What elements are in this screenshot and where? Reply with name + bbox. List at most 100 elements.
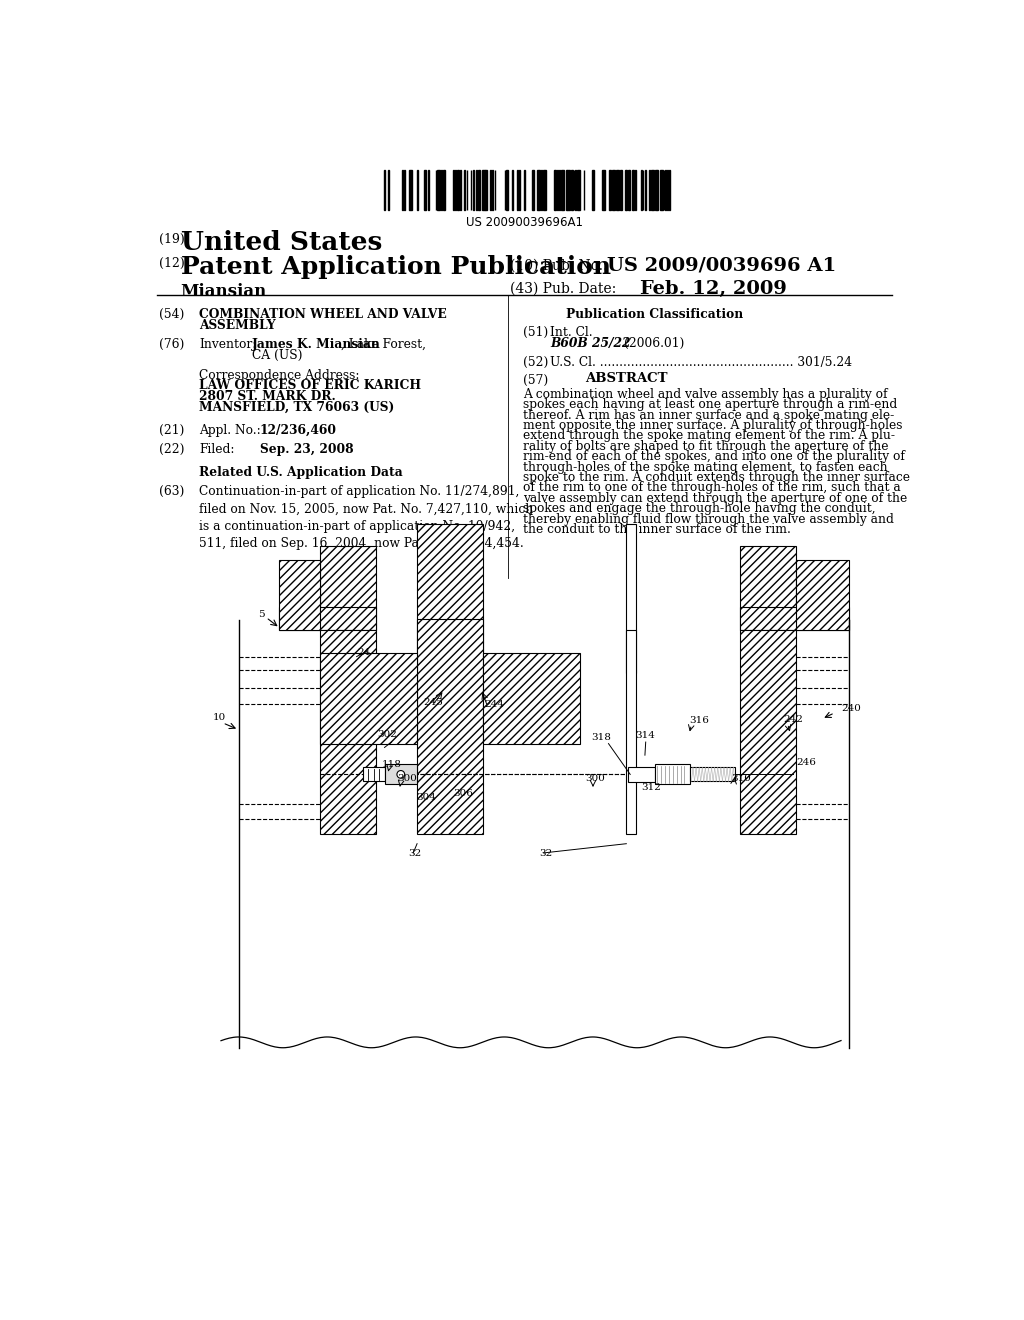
Text: B60B 25/22: B60B 25/22	[550, 337, 631, 350]
Text: (22): (22)	[159, 444, 184, 457]
Bar	[740, 546, 796, 630]
Text: (76): (76)	[159, 338, 184, 351]
Text: spokes and engage the through-hole having the conduit,: spokes and engage the through-hole havin…	[523, 502, 876, 515]
Text: thereby enabling fluid flow through the valve assembly and: thereby enabling fluid flow through the …	[523, 512, 894, 525]
Text: 24: 24	[357, 648, 371, 657]
Text: 244: 244	[484, 700, 505, 709]
Bar	[627, 524, 636, 673]
Bar	[321, 631, 376, 834]
Bar	[409, 170, 412, 210]
Text: 240: 240	[841, 705, 861, 713]
Text: (57): (57)	[523, 374, 549, 387]
Text: 314: 314	[636, 731, 655, 741]
Bar	[538, 170, 541, 210]
Bar	[651, 170, 654, 210]
Text: 312: 312	[641, 783, 660, 792]
Bar	[460, 170, 461, 210]
Bar	[655, 170, 656, 210]
Text: , Lake Forest,: , Lake Forest,	[341, 338, 426, 351]
Bar	[667, 170, 669, 210]
Bar	[655, 764, 690, 784]
Bar	[477, 170, 480, 210]
Text: 5: 5	[258, 610, 265, 619]
Text: 306: 306	[454, 789, 473, 799]
Text: COMBINATION WHEEL AND VALVE: COMBINATION WHEEL AND VALVE	[200, 308, 447, 321]
Text: 246: 246	[796, 758, 816, 767]
Text: Miansian: Miansian	[180, 284, 267, 300]
Text: rim-end of each of the spokes, and into one of the plurality of: rim-end of each of the spokes, and into …	[523, 450, 905, 463]
Text: CA (US): CA (US)	[252, 348, 302, 362]
Text: ABSTRACT: ABSTRACT	[586, 372, 668, 385]
Text: Appl. No.:: Appl. No.:	[200, 424, 261, 437]
Text: (2006.01): (2006.01)	[624, 337, 684, 350]
Text: 310: 310	[731, 774, 751, 783]
Bar	[645, 170, 646, 210]
Text: (54): (54)	[159, 308, 184, 321]
Text: LAW OFFICES OF ERIC KARICH: LAW OFFICES OF ERIC KARICH	[200, 379, 422, 392]
Text: rality of bolts are shaped to fit through the aperture of the: rality of bolts are shaped to fit throug…	[523, 440, 889, 453]
Text: of the rim to one of the through-holes of the rim, such that a: of the rim to one of the through-holes o…	[523, 482, 901, 495]
Bar	[577, 170, 580, 210]
Text: U.S. Cl. .................................................. 301/5.24: U.S. Cl. ...............................…	[550, 355, 853, 368]
Text: (51): (51)	[523, 326, 549, 339]
Text: the conduit to the inner surface of the rim.: the conduit to the inner surface of the …	[523, 523, 792, 536]
Bar	[458, 170, 459, 210]
Text: Correspondence Address:: Correspondence Address:	[200, 368, 359, 381]
Bar	[628, 767, 655, 781]
Bar	[649, 170, 650, 210]
Text: (19): (19)	[159, 234, 184, 246]
Text: 300: 300	[397, 774, 418, 783]
Bar	[544, 170, 546, 210]
Bar	[627, 631, 636, 834]
Text: 32: 32	[409, 849, 422, 858]
Bar	[428, 170, 429, 210]
Bar	[437, 170, 440, 210]
Text: (21): (21)	[159, 424, 184, 437]
Bar	[621, 170, 623, 210]
Bar	[602, 170, 604, 210]
Text: 245: 245	[423, 698, 443, 708]
Bar	[608, 170, 611, 210]
Bar	[280, 607, 376, 630]
Bar	[483, 653, 580, 743]
Bar	[473, 170, 474, 210]
Bar	[482, 170, 484, 210]
Text: James K. Miansian: James K. Miansian	[252, 338, 381, 351]
Bar	[567, 170, 569, 210]
Text: Int. Cl.: Int. Cl.	[550, 326, 593, 339]
Text: 32: 32	[539, 849, 552, 858]
Text: 300: 300	[586, 774, 605, 783]
Bar	[660, 170, 663, 210]
Text: ASSEMBLY: ASSEMBLY	[200, 318, 275, 331]
Text: ment opposite the inner surface. A plurality of through-holes: ment opposite the inner surface. A plura…	[523, 418, 903, 432]
Text: (63): (63)	[159, 484, 184, 498]
Text: Inventor:: Inventor:	[200, 338, 257, 351]
Bar	[385, 764, 417, 784]
Text: through-holes of the spoke mating element, to fasten each: through-holes of the spoke mating elemen…	[523, 461, 888, 474]
Bar	[321, 546, 376, 630]
Text: Related U.S. Application Data: Related U.S. Application Data	[200, 466, 403, 479]
Bar	[690, 767, 735, 781]
Bar	[635, 170, 636, 210]
Text: (43) Pub. Date:: (43) Pub. Date:	[510, 281, 616, 296]
Bar	[506, 170, 508, 210]
Bar	[571, 170, 572, 210]
Bar	[362, 767, 385, 781]
Text: United States: United States	[180, 230, 382, 255]
Bar	[453, 170, 455, 210]
Text: MANSFIELD, TX 76063 (US): MANSFIELD, TX 76063 (US)	[200, 401, 394, 414]
Text: A combination wheel and valve assembly has a plurality of: A combination wheel and valve assembly h…	[523, 388, 888, 401]
Text: (10) Pub. No.:: (10) Pub. No.:	[510, 259, 607, 272]
Circle shape	[397, 771, 404, 779]
Bar	[612, 170, 615, 210]
Text: spoke to the rim. A conduit extends through the inner surface: spoke to the rim. A conduit extends thro…	[523, 471, 910, 484]
Bar	[616, 170, 618, 210]
Text: 2807 ST. MARK DR.: 2807 ST. MARK DR.	[200, 391, 336, 403]
Text: US 2009/0039696 A1: US 2009/0039696 A1	[607, 256, 837, 275]
Text: thereof. A rim has an inner surface and a spoke mating ele-: thereof. A rim has an inner surface and …	[523, 409, 895, 421]
Bar	[561, 170, 563, 210]
Bar	[531, 170, 535, 210]
Bar	[424, 170, 426, 210]
Text: 302: 302	[378, 730, 397, 739]
Text: 318: 318	[592, 733, 611, 742]
